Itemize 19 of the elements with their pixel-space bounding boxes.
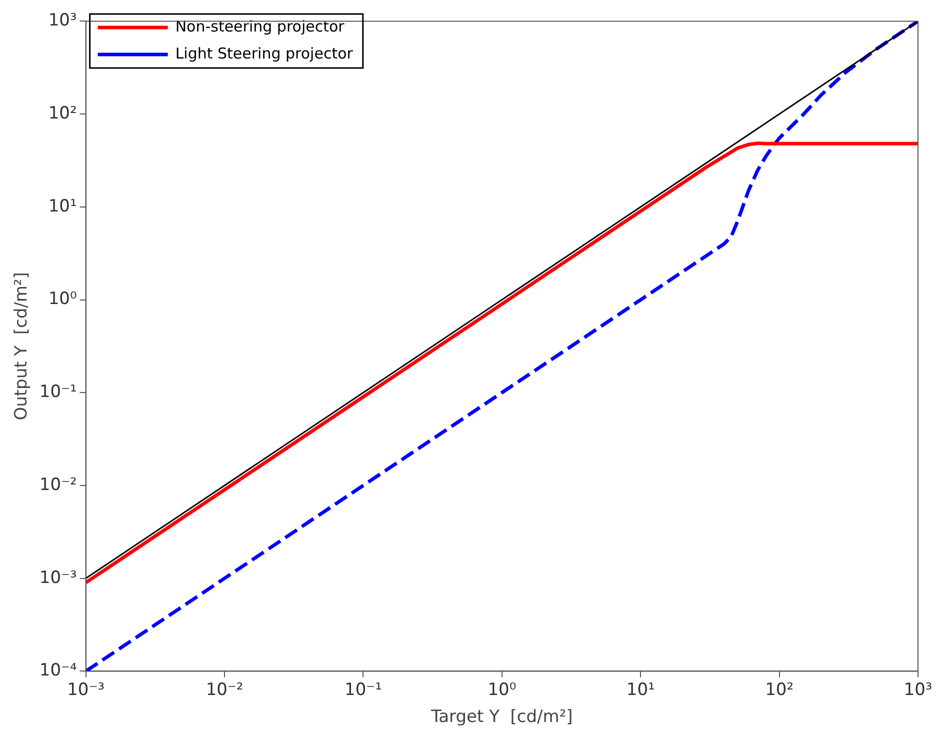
y-tick-label: 10⁻¹ <box>39 382 77 402</box>
x-axis-title: Target Y [cd/m²] <box>430 707 573 728</box>
y-tick-label: 10⁻² <box>39 474 77 495</box>
x-tick-label: 10³ <box>904 680 932 700</box>
x-tick-label: 10⁻¹ <box>344 680 382 700</box>
x-tick-label: 10⁰ <box>488 680 516 700</box>
x-tick-label: 10⁻³ <box>67 680 105 700</box>
y-axis-title: Output Y [cd/m²] <box>12 272 32 420</box>
x-tick-label: 10⁻² <box>206 680 244 700</box>
y-tick-label: 10³ <box>48 10 77 31</box>
y-tick-label: 10¹ <box>48 196 77 216</box>
y-tick-label: 10⁻³ <box>39 568 77 588</box>
x-tick-label: 10¹ <box>626 680 655 700</box>
y-tick-label: 10⁻⁴ <box>39 660 78 681</box>
y-tick-label: 10⁰ <box>48 289 77 310</box>
x-tick-label: 10² <box>765 680 794 700</box>
legend-label: Light Steering projector <box>175 44 354 62</box>
legend-label: Non-steering projector <box>175 17 346 36</box>
y-tick-label: 10² <box>48 103 77 124</box>
